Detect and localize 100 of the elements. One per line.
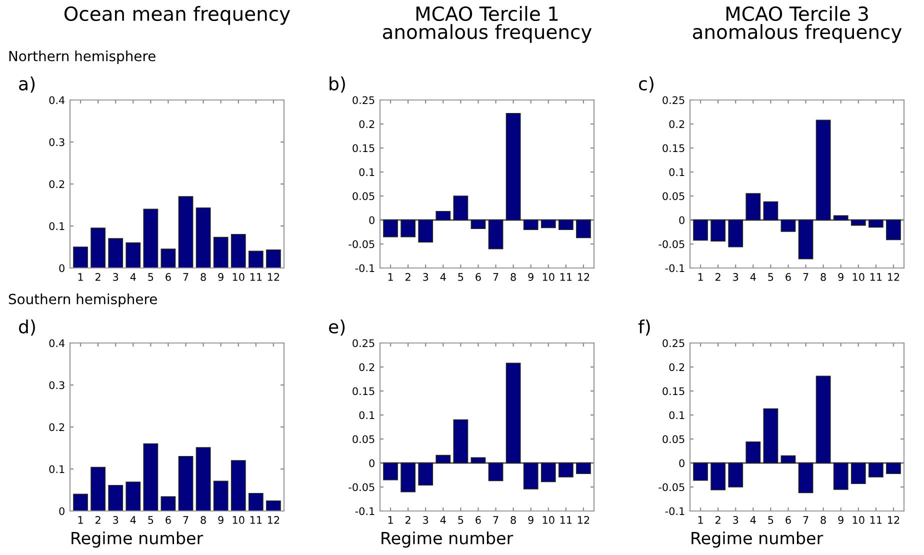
x-tick-label: 6 <box>786 273 791 281</box>
y-tick-label: 0 <box>679 216 684 224</box>
bar <box>453 196 468 220</box>
y-tick-label: 0 <box>679 459 684 468</box>
y-tick-label: 0.15 <box>352 144 374 152</box>
x-tick-label: 12 <box>268 516 280 524</box>
y-tick-label: -0.05 <box>348 240 374 248</box>
y-tick-label: 0.25 <box>662 339 684 348</box>
bar <box>693 220 708 241</box>
x-tick-label: 3 <box>113 516 118 524</box>
y-tick-label: 0.3 <box>49 381 64 390</box>
bar <box>73 246 88 268</box>
bar <box>816 376 831 464</box>
bar <box>798 462 814 494</box>
bar <box>90 466 106 511</box>
chart-subtitle: Northern hemisphere <box>9 50 156 64</box>
x-tick-label: 5 <box>768 273 774 281</box>
x-tick-label: 8 <box>820 516 826 524</box>
x-tick-label: 4 <box>750 273 756 281</box>
bar <box>160 496 176 511</box>
x-tick-label: 9 <box>528 516 534 524</box>
x-tick-label: 9 <box>218 273 224 281</box>
x-tick-label: 4 <box>440 273 446 281</box>
x-tick-label: 9 <box>218 516 224 524</box>
bar <box>383 462 398 480</box>
bar <box>540 462 556 482</box>
bar <box>710 462 726 490</box>
bar <box>126 242 141 268</box>
x-tick-label: 5 <box>458 273 464 281</box>
x-tick-label: 3 <box>423 273 428 281</box>
y-tick-label: 0.4 <box>49 96 65 104</box>
y-tick-label: 0.2 <box>359 120 374 128</box>
bar <box>470 457 486 464</box>
x-tick-label: 6 <box>166 516 171 524</box>
x-tick-label: 4 <box>130 273 136 281</box>
y-tick-label: 0 <box>59 507 64 516</box>
x-tick-label: 12 <box>888 273 900 281</box>
bar <box>108 238 124 268</box>
y-tick-label: 0.05 <box>352 192 374 200</box>
bar <box>558 220 574 230</box>
x-axis-title: Regime number <box>692 532 824 548</box>
x-tick-label: 7 <box>183 516 188 524</box>
x-tick-label: 9 <box>528 273 534 281</box>
bar <box>126 482 141 511</box>
x-tick-label: 8 <box>510 516 516 524</box>
x-axis-title: Regime number <box>72 532 204 548</box>
bar <box>540 220 556 228</box>
x-tick-label: 2 <box>406 273 410 281</box>
bar <box>400 462 416 492</box>
x-tick-label: 1 <box>388 516 393 524</box>
y-tick-label: 0.15 <box>662 144 684 152</box>
bar <box>850 462 866 484</box>
text: c) <box>638 76 654 93</box>
x-axis-title: Regime number <box>382 532 514 548</box>
bar <box>488 462 504 482</box>
bar <box>230 234 246 268</box>
bar <box>248 250 264 268</box>
bar <box>418 462 434 486</box>
x-tick-label: 9 <box>838 516 844 524</box>
x-tick-label: 1 <box>78 516 83 524</box>
x-tick-label: 2 <box>716 516 720 524</box>
bar <box>833 462 848 490</box>
bar <box>143 443 158 511</box>
bar <box>506 362 521 464</box>
x-tick-label: 6 <box>476 516 481 524</box>
y-tick-label: 0.2 <box>49 423 64 432</box>
bar <box>143 208 158 268</box>
y-tick-label: -0.1 <box>355 507 374 516</box>
y-tick-label: 0.4 <box>49 339 65 348</box>
x-tick-label: 11 <box>870 273 882 281</box>
y-tick-label: 0.15 <box>662 387 684 396</box>
x-tick-label: 10 <box>542 273 554 281</box>
bar <box>746 193 761 220</box>
bar <box>833 215 848 220</box>
bar <box>523 462 538 490</box>
x-tick-label: 2 <box>96 516 100 524</box>
text: f) <box>638 320 650 336</box>
x-tick-label: 2 <box>406 516 410 524</box>
x-tick-label: 5 <box>458 516 464 524</box>
bar <box>693 462 708 481</box>
x-tick-label: 8 <box>200 516 206 524</box>
chart-title: Ocean mean frequency <box>64 6 290 25</box>
bar <box>266 500 281 511</box>
x-tick-label: 5 <box>148 273 154 281</box>
y-tick-label: 0.3 <box>49 138 64 146</box>
bar <box>798 220 814 260</box>
bar <box>523 220 538 230</box>
x-tick-label: 6 <box>166 273 171 281</box>
bar <box>868 220 884 228</box>
y-tick-label: 0.1 <box>359 411 374 420</box>
y-tick-label: 0.25 <box>662 96 684 104</box>
x-tick-label: 12 <box>578 273 590 281</box>
x-tick-label: 7 <box>803 273 808 281</box>
x-tick-label: 3 <box>733 516 738 524</box>
bar <box>850 220 866 226</box>
bar <box>746 441 761 464</box>
y-tick-label: 0 <box>369 459 374 468</box>
x-tick-label: 10 <box>232 516 244 524</box>
bar <box>418 220 434 242</box>
x-tick-label: 7 <box>493 516 498 524</box>
